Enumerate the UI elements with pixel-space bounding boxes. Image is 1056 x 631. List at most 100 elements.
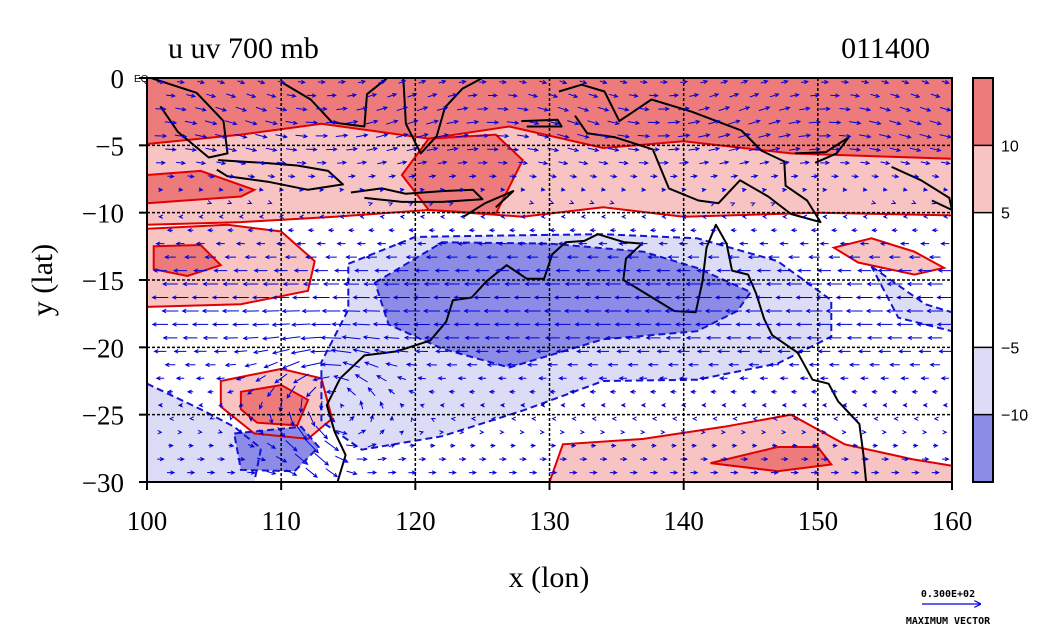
wind-vector [193,268,208,273]
wind-vector [768,146,781,152]
wind-vector [690,389,697,394]
wind-vector [788,362,800,368]
wind-vector [782,214,788,220]
wind-vector [882,187,888,192]
max-vector-key: 0.300E+02 MAXIMUM VECTOR [906,589,991,627]
wind-vector [477,241,487,246]
wind-vector [448,470,457,475]
wind-vector [938,349,952,354]
wind-vector [526,362,538,368]
wind-vector [539,456,548,462]
wind-vector [909,120,922,126]
wind-vector [710,389,717,394]
wind-vector [921,80,930,85]
wind-vector [681,214,687,219]
wind-vector [544,335,560,341]
wind-vector [346,470,358,476]
wind-vector [618,241,628,246]
wind-vector [529,470,538,475]
wind-vector [611,443,617,448]
wind-vector [408,202,414,207]
wind-vector [255,241,265,246]
wind-vector [535,268,550,273]
wind-vector [416,241,426,246]
wind-vector [202,281,219,287]
wind-vector [208,443,215,448]
wind-vector [242,335,259,341]
contour-negative_weak-11 [320,233,833,451]
wind-vector [670,470,679,475]
wind-vector [761,456,769,462]
wind-vector [811,470,820,475]
wind-vector [710,202,716,207]
wind-vector [463,308,481,314]
wind-vector [372,295,390,300]
wind-vector [383,335,400,340]
wind-vector [911,174,920,179]
wind-vector [271,295,290,300]
wind-vector [186,227,194,233]
wind-vector [866,281,883,287]
wind-vector [862,187,868,192]
wind-vector [508,227,516,233]
wind-vector [305,467,318,478]
wind-vector [745,281,762,287]
wind-vector [569,470,578,475]
wind-vector [940,241,950,246]
wind-vector [727,254,740,260]
wind-vector [291,295,310,300]
wind-vector [549,227,556,233]
wind-vector [710,174,719,179]
wind-vector [720,429,726,435]
wind-vector [396,133,409,138]
wind-vector [922,403,928,408]
wind-vector [808,254,820,260]
wind-vector [799,376,809,381]
wind-vector [151,322,168,327]
plot-area [147,78,952,482]
wind-vector [931,227,938,233]
wind-vector [822,187,828,192]
wind-vector [379,187,385,193]
wind-vector [621,214,627,219]
wind-vector [335,455,349,463]
wind-vector [182,281,198,287]
wind-vector [377,160,388,165]
wind-vector [493,322,511,327]
wind-vector [479,429,485,435]
wind-vector [624,281,641,287]
wind-vector [821,429,827,435]
wind-vector [841,429,847,435]
wind-vector [701,214,707,220]
wind-vector [664,308,682,314]
wind-vector [768,362,779,368]
wind-vector [688,119,701,125]
wind-vector [897,268,912,273]
wind-vector [248,416,254,422]
wind-vector [367,470,378,475]
wind-vector [227,389,234,394]
wind-vector [519,79,528,85]
wind-vector [202,335,218,341]
wind-vector [571,416,577,421]
contour-negative_weak-12 [147,382,263,482]
wind-vector [644,308,662,314]
wind-vector [811,174,819,179]
wind-vector [578,160,589,166]
wind-vector [307,227,314,233]
wind-vector [494,268,509,273]
wind-vector [900,160,911,166]
wind-vector [513,295,531,300]
wind-vector [265,147,278,152]
wind-vector [508,93,519,98]
coastline-timor [463,190,515,218]
wind-vector [607,147,620,152]
wind-vector [189,416,195,421]
wind-vector [315,425,329,440]
wind-vector [327,93,337,98]
wind-vector [419,430,425,435]
wind-vector [922,429,928,435]
wind-vector [477,106,489,112]
wind-vector [486,254,498,260]
wind-vector [872,443,879,448]
